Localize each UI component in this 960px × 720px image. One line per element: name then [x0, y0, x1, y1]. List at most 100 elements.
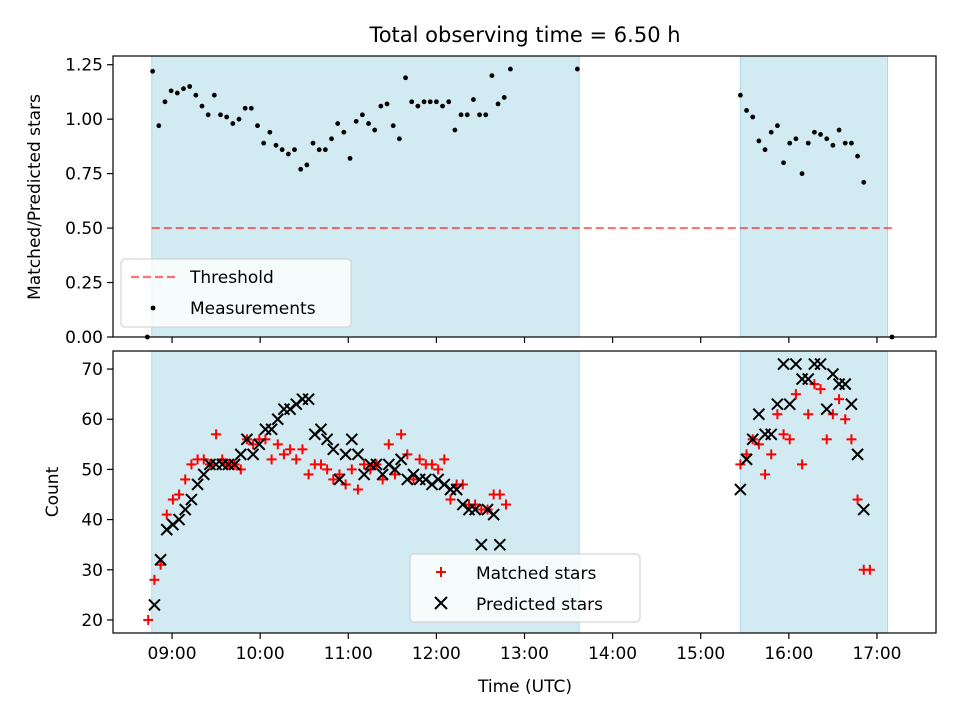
measurement-point: [409, 99, 415, 105]
matched-star-point: [334, 469, 345, 480]
measurement-point: [842, 140, 848, 146]
measurement-point: [335, 121, 341, 126]
measurement-point: [501, 94, 507, 100]
predicted-star-point: [357, 468, 371, 481]
measurement-point: [353, 118, 359, 124]
measurement-point: [744, 108, 749, 113]
measurement-point: [849, 140, 854, 146]
predicted-star-point: [450, 483, 463, 496]
measurement-point: [193, 92, 199, 98]
predicted-star-point: [771, 397, 784, 411]
matched-star-point: [389, 469, 400, 480]
measurement-point: [248, 105, 254, 111]
measurement-points: [144, 66, 895, 340]
predicted-star-point: [740, 453, 753, 466]
predicted-star-point: [746, 433, 759, 446]
measurements-legend-swatch: [150, 305, 156, 311]
x-tick-label: 09:00: [148, 644, 197, 664]
predicted-star-point: [376, 468, 389, 481]
measurement-point: [285, 151, 291, 157]
matched-star-point: [414, 454, 425, 465]
measurement-point: [403, 75, 408, 81]
predicted-star-point: [333, 473, 346, 486]
matched-star-point: [365, 464, 376, 475]
matched-star-point: [352, 484, 363, 495]
measurement-point: [372, 127, 378, 133]
measurement-point: [483, 112, 489, 118]
measurement-point: [230, 121, 236, 126]
measurement-point: [446, 99, 452, 105]
matched-star-point: [840, 414, 851, 425]
measurement-point: [781, 160, 786, 166]
matched-star-point: [383, 439, 394, 450]
matched-star-point: [297, 444, 308, 455]
ratio-y-tick-label: 0.50: [65, 219, 103, 239]
measurement-point: [298, 166, 304, 172]
x-axis-label: Time (UTC): [477, 677, 572, 697]
measurement-point: [415, 103, 421, 109]
matched-star-point: [340, 479, 351, 490]
x-tick-label: 10:00: [236, 644, 285, 664]
matched-star-point: [772, 409, 783, 420]
measurement-point: [396, 136, 402, 142]
measurement-point: [495, 101, 501, 107]
measurement-point: [812, 129, 817, 135]
predicted-star-point: [851, 448, 864, 461]
measurement-point: [793, 136, 799, 142]
measurement-point: [341, 129, 347, 135]
predicted-star-point: [839, 377, 852, 391]
predicted-star-point: [765, 428, 778, 441]
measurement-point: [236, 116, 242, 122]
measurement-point: [292, 147, 297, 153]
predicted-star-point: [394, 453, 408, 466]
measurement-point: [830, 142, 836, 148]
measurement-point: [861, 179, 867, 185]
count-panel: 20 30 40 50 60 70 09:00 10:00 11:00 12:00 13:00 14…: [43, 350, 937, 697]
matched-star-point: [377, 474, 388, 485]
predicted-star-point: [197, 468, 210, 481]
predicted-star-point: [783, 397, 796, 411]
ratio-observing-window-2: [740, 56, 888, 337]
matched-star-point: [167, 494, 178, 505]
matched-star-point: [852, 494, 863, 505]
measurement-point: [261, 140, 267, 146]
threshold-legend-label: Threshold: [189, 268, 274, 288]
matched-star-point: [149, 574, 160, 585]
measurement-point: [174, 90, 180, 96]
figure-title: Total observing time = 6.50 h: [368, 23, 680, 47]
predicted-star-point: [234, 448, 247, 461]
matched-star-point: [346, 464, 357, 475]
measurement-point: [818, 132, 823, 137]
measurement-point: [477, 112, 482, 118]
count-y-ticks: 20 30 40 50 60 70: [81, 360, 113, 631]
ratio-legend-box: [120, 258, 352, 328]
measurement-point: [310, 140, 316, 146]
matched-star-point: [457, 479, 468, 490]
ratio-y-tick-label: 1.25: [65, 56, 103, 76]
measurement-point: [774, 123, 780, 129]
matched-star-point: [803, 409, 814, 420]
count-y-tick-label: 40: [81, 511, 103, 531]
predicted-star-point: [845, 397, 858, 411]
matched-star-point: [784, 434, 795, 445]
matched-star-point: [328, 474, 339, 485]
predicted-star-point: [314, 423, 328, 436]
observing-windows: [151, 351, 889, 633]
measurement-point: [378, 103, 384, 109]
x-tick-label: 14:00: [588, 644, 637, 664]
measurement-point: [421, 99, 427, 105]
measurement-point: [836, 127, 842, 133]
ratio-y-ticks: 0.00 0.25 0.50 0.75 1.00 1.25: [65, 56, 113, 348]
measurement-point: [824, 136, 830, 142]
predicted-star-point: [191, 478, 204, 491]
measurement-point: [756, 138, 762, 144]
measurements-legend-label: Measurements: [190, 299, 316, 319]
matched-star-point: [285, 444, 296, 455]
matched-star-point: [846, 434, 857, 445]
count-y-tick-label: 30: [81, 561, 103, 581]
matched-star-point: [470, 499, 481, 510]
predicted-star-point: [228, 458, 241, 471]
ratio-y-tick-label: 0.75: [65, 165, 103, 185]
matched-star-point: [821, 434, 832, 445]
predicted-star-point: [172, 513, 186, 526]
